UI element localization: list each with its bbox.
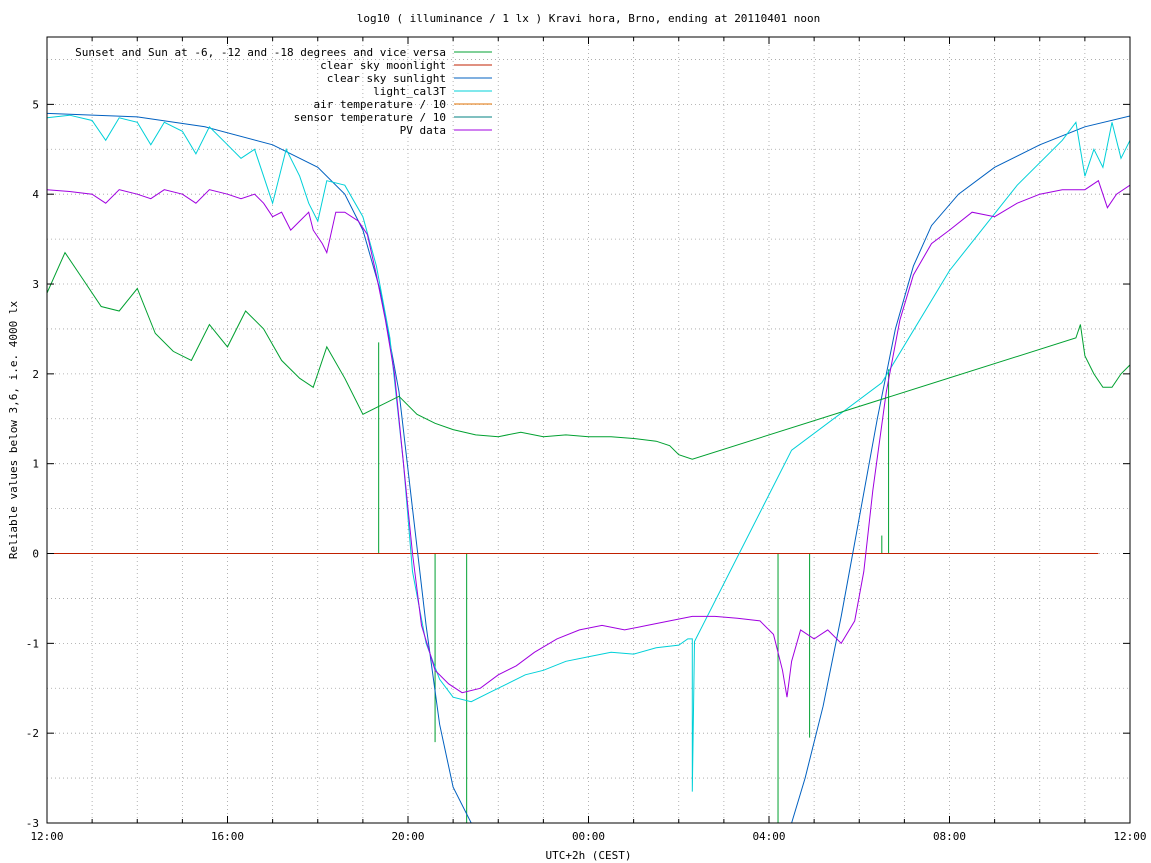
legend: Sunset and Sun at -6, -12 and -18 degree… xyxy=(75,46,492,137)
y-tick-label: -1 xyxy=(26,637,39,650)
chart-title: log10 ( illuminance / 1 lx ) Kravi hora,… xyxy=(357,12,821,25)
x-tick-label: 20:00 xyxy=(391,830,424,843)
series-group xyxy=(47,112,1130,823)
series-line-series-7 xyxy=(47,251,1130,460)
y-tick-label: -2 xyxy=(26,727,39,740)
y-tick-label: 5 xyxy=(32,98,39,111)
x-tick-label: 12:00 xyxy=(1113,830,1146,843)
x-tick-label: 04:00 xyxy=(752,830,785,843)
y-tick-label: 2 xyxy=(32,368,39,381)
legend-label: air temperature / 10 xyxy=(314,98,446,111)
legend-label: clear sky moonlight xyxy=(320,59,446,72)
x-tick-label: 16:00 xyxy=(211,830,244,843)
y-tick-label: 1 xyxy=(32,458,39,471)
series-line-clear-sky-sunlight xyxy=(47,112,1130,823)
legend-label: PV data xyxy=(400,124,446,137)
x-tick-label: 00:00 xyxy=(572,830,605,843)
series-line-pv-data xyxy=(47,179,1130,698)
axis-ticks: 12:00 16:00 20:00 00:00 04:00 08:00 12:00-3-2-… xyxy=(26,37,1147,843)
legend-label: sensor temperature / 10 xyxy=(294,111,446,124)
x-axis-label: UTC+2h (CEST) xyxy=(545,849,631,862)
x-tick-label: 08:00 xyxy=(933,830,966,843)
y-tick-label: -3 xyxy=(26,817,39,830)
legend-label: Sunset and Sun at -6, -12 and -18 degree… xyxy=(75,46,446,59)
legend-label: clear sky sunlight xyxy=(327,72,446,85)
y-axis-label: Reliable values below 3,6, i.e. 4000 lx xyxy=(7,300,20,559)
y-tick-label: 0 xyxy=(32,548,39,561)
y-tick-label: 4 xyxy=(32,188,39,201)
series-layer xyxy=(47,112,1130,823)
y-tick-label: 3 xyxy=(32,278,39,291)
x-tick-label: 12:00 xyxy=(30,830,63,843)
series-line-light-cal3t xyxy=(47,114,1130,792)
legend-label: light_cal3T xyxy=(373,85,446,98)
